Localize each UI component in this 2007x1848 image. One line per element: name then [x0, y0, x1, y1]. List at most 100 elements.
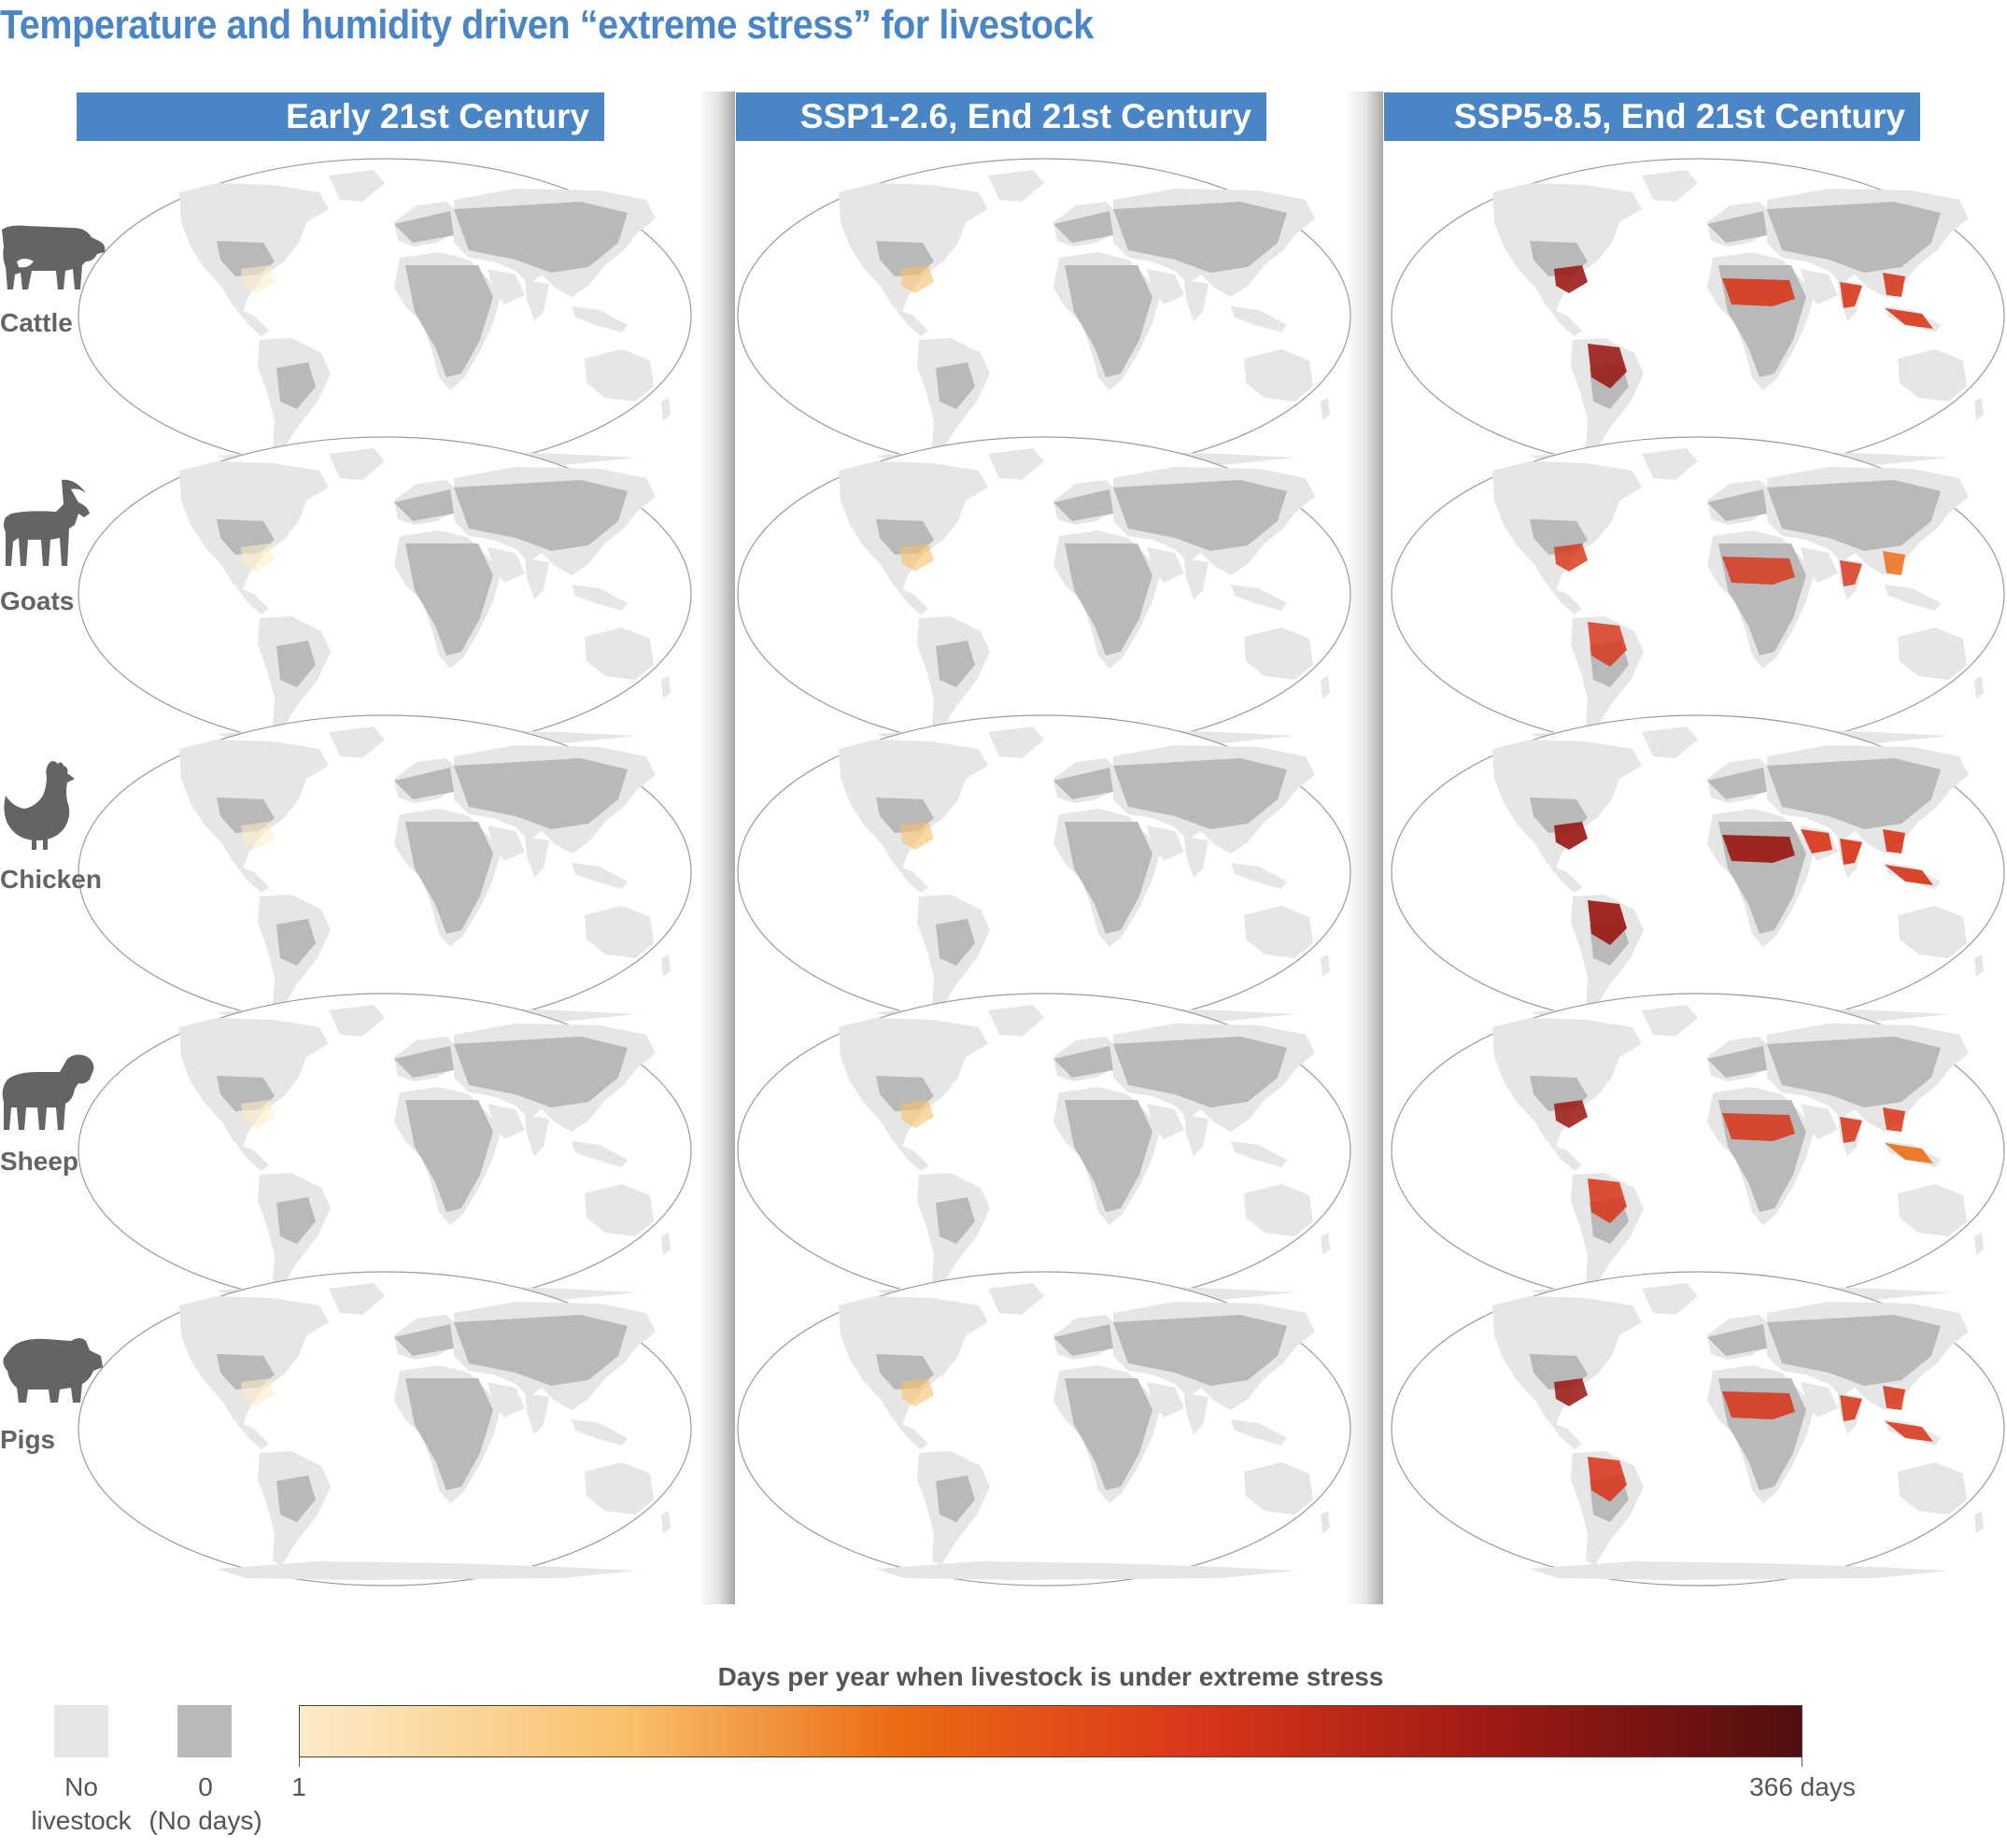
world-map-goats-1: [78, 436, 692, 752]
livestock-area: [936, 1475, 975, 1522]
stress-hotspot: [1840, 1395, 1862, 1421]
land-ca: [235, 865, 269, 893]
world-map-chicken-1: [78, 714, 692, 1030]
land-nz: [1974, 398, 1984, 420]
land-sea: [572, 306, 628, 332]
livestock-area: [394, 489, 454, 521]
stress-hotspot: [1885, 865, 1933, 885]
stress-hotspot: [241, 265, 275, 293]
stress-hotspot: [1883, 1386, 1905, 1410]
world-map-goats-3: [1391, 436, 2005, 752]
land-greenland: [329, 1283, 385, 1315]
column-header-early: Early 21st Century: [77, 92, 604, 141]
row-label-pigs: Pigs: [0, 1425, 56, 1454]
stress-hotspot: [900, 822, 934, 850]
land-greenland: [1642, 727, 1698, 758]
land-sea: [1231, 1419, 1287, 1446]
livestock-area: [405, 265, 493, 377]
livestock-area: [1707, 211, 1767, 243]
land-antarctica: [1530, 1561, 1950, 1580]
land-aus: [585, 906, 654, 958]
land-greenland: [1642, 1005, 1698, 1037]
column-divider: [1346, 92, 1383, 1604]
land-sea: [572, 585, 628, 611]
pig-icon: [3, 1338, 103, 1403]
legend-label-zero-line1: 0: [198, 1772, 213, 1801]
stress-hotspot: [1801, 829, 1832, 853]
stress-hotspot: [1883, 273, 1905, 297]
livestock-area: [1113, 758, 1287, 829]
land-india: [525, 280, 549, 321]
land-aus: [585, 1184, 654, 1236]
land-arab: [1801, 1382, 1838, 1418]
livestock-area: [1065, 1378, 1152, 1490]
livestock-area: [394, 1046, 454, 1078]
land-sea: [1231, 306, 1287, 332]
livestock-area: [276, 641, 316, 687]
land-nz: [661, 954, 671, 977]
land-greenland: [988, 1283, 1044, 1315]
land-ca: [1548, 1421, 1582, 1449]
chicken-icon: [4, 761, 75, 850]
land-ca: [895, 865, 928, 893]
livestock-area: [1113, 1037, 1287, 1107]
land-arab: [1147, 547, 1184, 583]
land-ca: [1548, 586, 1582, 614]
land-sea: [572, 863, 628, 889]
land-arab: [488, 1104, 525, 1139]
land-aus: [1898, 1462, 1967, 1515]
livestock-area: [1767, 480, 1941, 551]
world-map-cattle-3: [1391, 158, 2005, 473]
land-ca: [895, 1421, 928, 1449]
land-aus: [1244, 906, 1313, 958]
row-label-chicken: Chicken: [0, 865, 102, 894]
stress-hotspot: [1588, 344, 1627, 388]
legend-title: Days per year when livestock is under ex…: [717, 1662, 1384, 1691]
stress-hotspot: [1722, 835, 1795, 863]
land-greenland: [1642, 1283, 1698, 1315]
livestock-area: [405, 1100, 493, 1212]
land-arab: [488, 1382, 525, 1418]
column-divider: [698, 92, 735, 1604]
livestock-area: [936, 641, 975, 687]
land-ca: [895, 1143, 928, 1171]
livestock-area: [394, 1324, 454, 1356]
land-aus: [1244, 349, 1313, 402]
land-india: [1184, 837, 1208, 878]
cow-icon: [2, 225, 106, 289]
legend-label-no-livestock: No livestock: [19, 1770, 144, 1838]
land-greenland: [329, 727, 385, 758]
world-map-pigs-2: [737, 1271, 1351, 1587]
stress-hotspot: [900, 1100, 934, 1128]
stress-hotspot: [1840, 282, 1862, 308]
land-greenland: [988, 1005, 1044, 1037]
world-map-cattle-2: [737, 158, 1351, 473]
legend-tick-min: [299, 1757, 300, 1767]
livestock-area: [1053, 211, 1113, 243]
livestock-area: [1767, 202, 1941, 273]
livestock-area: [1053, 1046, 1113, 1078]
livestock-area: [276, 362, 316, 409]
stress-hotspot: [1588, 1178, 1627, 1223]
land-greenland: [329, 1005, 385, 1037]
stress-hotspot: [900, 543, 934, 571]
stress-hotspot: [1554, 265, 1588, 293]
land-antarctica: [876, 1561, 1296, 1580]
land-arab: [1147, 1104, 1184, 1139]
land-aus: [1898, 1184, 1967, 1236]
land-sea: [572, 1419, 628, 1446]
land-ca: [235, 1143, 269, 1171]
land-nz: [661, 1511, 671, 1533]
land-nz: [661, 398, 671, 420]
world-map-chicken-2: [737, 714, 1351, 1030]
row-label-goats: Goats: [0, 586, 75, 615]
land-ca: [895, 308, 928, 336]
livestock-area: [1767, 1037, 1941, 1107]
legend-label-no-livestock-line1: No: [64, 1772, 98, 1801]
land-arab: [488, 269, 525, 304]
stress-hotspot: [1588, 622, 1627, 667]
land-greenland: [329, 448, 385, 480]
livestock-area: [454, 480, 628, 551]
livestock-area: [1767, 758, 1941, 829]
land-aus: [585, 1462, 654, 1515]
